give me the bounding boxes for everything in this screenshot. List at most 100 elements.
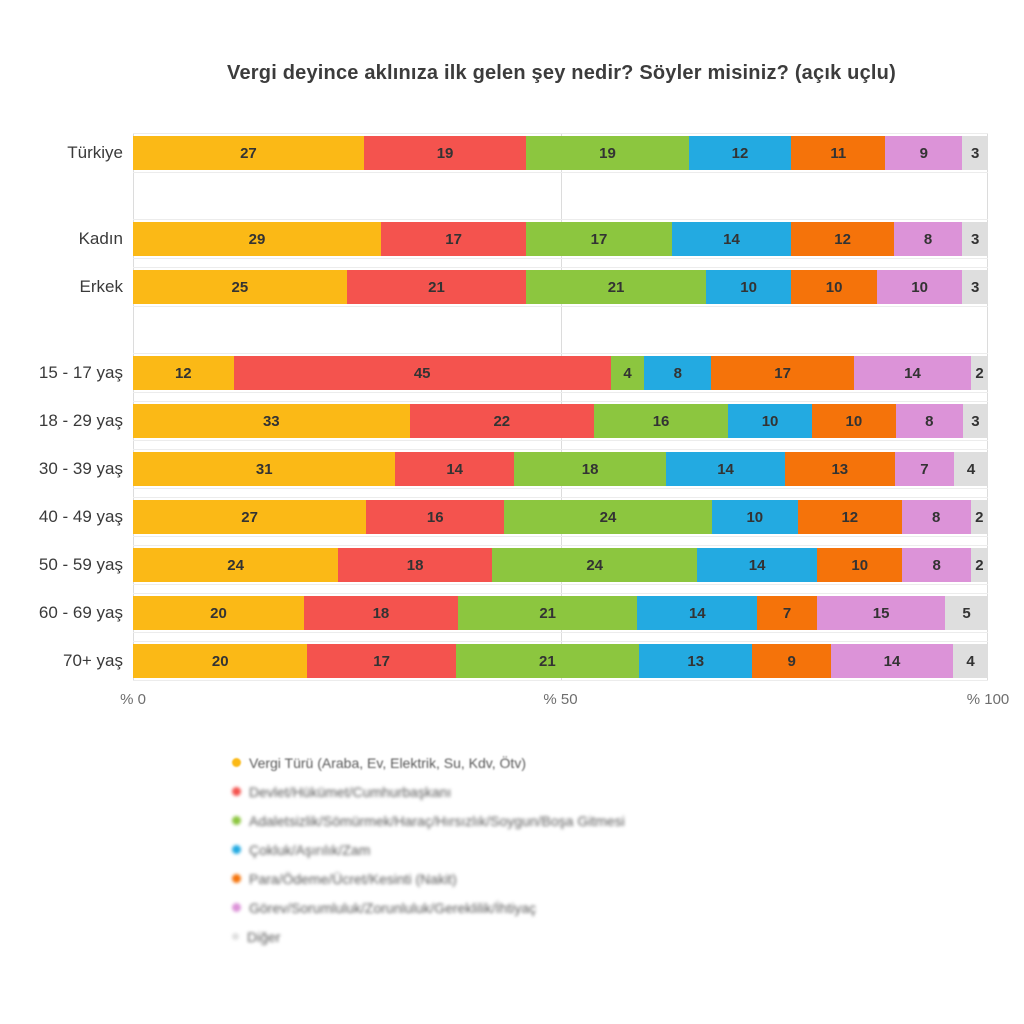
bar-segment: 25 [133, 270, 347, 304]
bar-segment: 12 [688, 136, 792, 170]
bar-segment: 10 [791, 270, 877, 304]
stacked-bar-chart: Türkiye 27 19 19 12 11 9 3 Kadın 29 17 17 14 12 8 3 Erke… [30, 133, 1009, 711]
stacked-bar: 33 22 16 10 10 8 3 [133, 404, 988, 438]
segment-value: 10 [851, 556, 869, 574]
segment-value: 21 [539, 604, 556, 622]
segment-value: 14 [717, 460, 734, 478]
segment-value: 10 [761, 412, 779, 430]
bar-segment: 20 [133, 596, 304, 630]
bar-segment: 2 [970, 500, 988, 534]
bar-segment: 27 [133, 136, 364, 170]
segment-value: 17 [373, 652, 390, 670]
bar-band: 33 22 16 10 10 8 3 [133, 401, 988, 441]
segment-value: 12 [174, 364, 192, 382]
bar-row: 15 - 17 yaş 12 45 4 8 17 14 2 [30, 353, 990, 393]
bar-segment: 21 [455, 644, 639, 678]
segment-value: 18 [581, 460, 599, 478]
bar-segment: 11 [791, 136, 886, 170]
bar-segment: 21 [526, 270, 706, 304]
segment-value: 4 [623, 364, 632, 382]
segment-value: 4 [966, 460, 976, 478]
bar-segment: 33 [133, 404, 410, 438]
legend-label: Diğer [247, 928, 281, 945]
segment-value: 18 [372, 604, 390, 622]
segment-value: 7 [782, 604, 792, 622]
bar-segment: 12 [797, 500, 902, 534]
legend-item: Vergi Türü (Araba, Ev, Elektrik, Su, Kdv… [232, 748, 625, 777]
bar-row: 30 - 39 yaş 31 14 18 14 13 7 4 [30, 449, 990, 489]
segment-value: 2 [975, 556, 984, 574]
segment-value: 5 [962, 604, 971, 622]
bar-segment: 8 [893, 222, 963, 256]
bar-segment: 24 [504, 500, 712, 534]
bar-segment: 10 [705, 270, 792, 304]
bar-row: 40 - 49 yaş 27 16 24 10 12 8 2 [30, 497, 990, 537]
segment-value: 3 [970, 230, 980, 248]
bar-segment: 31 [133, 452, 396, 486]
segment-value: 19 [436, 144, 454, 162]
segment-value: 10 [746, 508, 764, 526]
bar-segment: 13 [784, 452, 895, 486]
bar-segment: 2 [970, 548, 988, 582]
row-group: 15 - 17 yaş 12 45 4 8 17 14 2 18 - 29 yaş 33 22 16 1… [30, 353, 990, 681]
segment-value: 14 [748, 556, 766, 574]
legend-item: Çokluk/Aşırılık/Zam [232, 835, 625, 864]
segment-value: 10 [825, 278, 843, 296]
bar-row: 50 - 59 yaş 24 18 24 14 10 8 2 [30, 545, 990, 585]
segment-value: 25 [231, 278, 249, 296]
x-axis: % 0 % 50 % 100 [30, 691, 1009, 711]
bar-segment: 14 [671, 222, 792, 256]
segment-value: 13 [831, 460, 849, 478]
category-label: 30 - 39 yaş [38, 459, 123, 478]
bar-row: Türkiye 27 19 19 12 11 9 3 [30, 133, 990, 173]
category-label: 15 - 17 yaş [38, 363, 123, 382]
legend-label: Para/Ödeme/Ücret/Kesinti (Nakit) [249, 870, 457, 887]
segment-value: 3 [970, 144, 980, 162]
segment-value: 8 [931, 508, 941, 526]
bar-segment: 14 [637, 596, 758, 630]
segment-value: 21 [607, 278, 625, 296]
bar-segment: 17 [380, 222, 527, 256]
segment-value: 21 [428, 278, 445, 296]
row-group: Türkiye 27 19 19 12 11 9 3 [30, 133, 990, 173]
bar-segment: 18 [338, 548, 493, 582]
bar-segment: 14 [395, 452, 514, 486]
bar-segment: 8 [901, 500, 971, 534]
bar-band: 12 45 4 8 17 14 2 [133, 353, 988, 393]
segment-value: 14 [904, 364, 921, 382]
segment-value: 17 [590, 230, 608, 248]
bar-segment: 3 [962, 270, 988, 304]
segment-value: 10 [911, 278, 928, 296]
segment-value: 20 [211, 652, 229, 670]
segment-value: 27 [240, 144, 257, 162]
stacked-bar: 29 17 17 14 12 8 3 [133, 222, 988, 256]
category-label: 60 - 69 yaş [38, 603, 123, 622]
legend-item: Diğer [232, 922, 625, 951]
segment-value: 7 [920, 460, 929, 478]
segment-value: 45 [413, 364, 431, 382]
segment-value: 8 [673, 364, 682, 382]
bar-segment: 12 [791, 222, 894, 256]
x-tick-label: % 50 [543, 691, 578, 708]
x-tick-label: % 100 [966, 691, 1010, 708]
category-label: 40 - 49 yaş [38, 507, 123, 526]
segment-value: 16 [426, 508, 444, 526]
legend-label: Vergi Türü (Araba, Ev, Elektrik, Su, Kdv… [249, 754, 526, 771]
category-label: Kadın [78, 229, 123, 248]
legend: Vergi Türü (Araba, Ev, Elektrik, Su, Kdv… [232, 748, 625, 951]
segment-value: 10 [740, 278, 757, 296]
segment-value: 16 [652, 412, 670, 430]
bar-segment: 13 [639, 644, 753, 678]
bar-segment: 10 [711, 500, 798, 534]
bar-band: 31 14 18 14 13 7 4 [133, 449, 988, 489]
bar-segment: 3 [962, 222, 988, 256]
segment-value: 3 [970, 278, 980, 296]
legend-item: Görev/Sorumluluk/Zorunluluk/Gereklilik/İ… [232, 893, 625, 922]
bar-segment: 18 [304, 596, 458, 630]
bar-segment: 18 [513, 452, 667, 486]
bar-segment: 10 [811, 404, 896, 438]
legend-swatch-icon [232, 845, 241, 854]
bar-segment: 14 [666, 452, 785, 486]
legend-swatch-icon [232, 903, 241, 912]
bar-segment: 29 [133, 222, 381, 256]
